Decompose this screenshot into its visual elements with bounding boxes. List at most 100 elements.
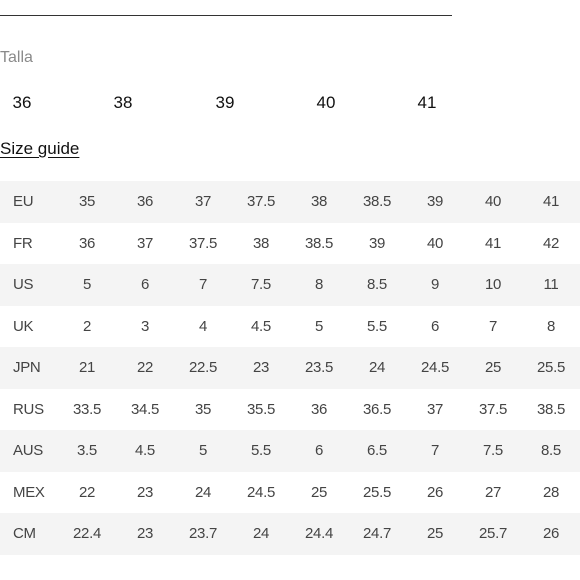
size-guide-link[interactable]: Size guide [0,139,80,158]
table-cell: 24 [252,525,270,543]
table-cell: 3 [140,317,150,335]
size-system-label: FR [13,234,33,252]
table-cell: 5.5 [251,442,271,460]
table-cell: 23.5 [305,359,333,377]
table-cell: 36 [136,193,154,211]
table-cell: 24.5 [247,483,275,501]
size-option-40[interactable]: 40 [316,93,336,112]
table-cell: 25 [310,483,328,501]
table-row: RUS 33.5 34.5 35 35.5 36 36.5 37 37.5 38.5 [0,388,580,430]
table-cell: 24 [194,483,212,501]
table-cell: 37 [136,234,154,252]
size-conversion-table: EU 35 36 37 37.5 38 38.5 39 40 41 FR 36 37 37.5 38 38.5… [0,181,580,555]
table-cell: 22.4 [73,525,101,543]
table-cell: 7 [198,276,208,294]
table-cell: 24.7 [363,525,391,543]
table-cell: 35 [194,400,212,418]
size-option-39[interactable]: 39 [215,93,235,112]
table-cell: 25.5 [363,483,391,501]
table-cell: 34.5 [131,400,159,418]
table-cell: 25.5 [537,359,565,377]
size-system-label: JPN [13,359,41,377]
table-cell: 26 [426,483,444,501]
table-cell: 7.5 [251,276,271,294]
top-divider [0,15,452,16]
table-cell: 37 [194,193,212,211]
table-row: AUS 3.5 4.5 5 5.5 6 6.5 7 7.5 8.5 [0,430,580,472]
table-row: JPN 21 22 22.5 23 23.5 24 24.5 25 25.5 [0,347,580,389]
size-system-label: AUS [13,442,43,460]
table-cell: 35 [78,193,96,211]
table-row: EU 35 36 37 37.5 38 38.5 39 40 41 [0,181,580,223]
table-cell: 27 [484,483,502,501]
table-cell: 36 [310,400,328,418]
size-system-label: EU [13,193,34,211]
table-cell: 5 [198,442,208,460]
table-cell: 22.5 [189,359,217,377]
size-system-label: CM [13,525,36,543]
table-cell: 22 [136,359,154,377]
table-row: US 5 6 7 7.5 8 8.5 9 10 11 [0,264,580,306]
table-cell: 38 [310,193,328,211]
table-cell: 37.5 [479,400,507,418]
table-cell: 6 [140,276,150,294]
table-cell: 6.5 [367,442,387,460]
table-cell: 11 [543,276,559,294]
table-cell: 7 [430,442,440,460]
table-row: UK 2 3 4 4.5 5 5.5 6 7 8 [0,305,580,347]
table-cell: 21 [78,359,96,377]
size-system-label: US [13,276,34,294]
table-cell: 6 [314,442,324,460]
table-cell: 8.5 [367,276,387,294]
table-cell: 9 [430,276,440,294]
table-cell: 23 [136,525,154,543]
table-cell: 37.5 [247,193,275,211]
table-cell: 33.5 [73,400,101,418]
size-system-label: UK [13,317,34,335]
table-cell: 4 [198,317,208,335]
table-cell: 23.7 [189,525,217,543]
size-option-38[interactable]: 38 [113,93,133,112]
table-cell: 24.4 [305,525,333,543]
table-cell: 39 [426,193,444,211]
table-cell: 37 [426,400,444,418]
size-system-label: RUS [13,400,44,418]
table-cell: 22 [78,483,96,501]
table-cell: 40 [484,193,502,211]
size-options: 36 38 39 40 41 [0,92,470,114]
table-cell: 35.5 [247,400,275,418]
table-cell: 7.5 [483,442,503,460]
table-cell: 24.5 [421,359,449,377]
table-cell: 39 [368,234,386,252]
table-cell: 38.5 [537,400,565,418]
table-cell: 36 [78,234,96,252]
table-row: MEX 22 23 24 24.5 25 25.5 26 27 28 [0,471,580,513]
table-cell: 38.5 [305,234,333,252]
table-cell: 4.5 [251,317,271,335]
table-row: FR 36 37 37.5 38 38.5 39 40 41 42 [0,222,580,264]
size-option-41[interactable]: 41 [417,93,437,112]
table-cell: 8.5 [541,442,561,460]
table-cell: 10 [484,276,502,294]
table-cell: 2 [82,317,92,335]
size-label: Talla [0,49,33,66]
table-cell: 38.5 [363,193,391,211]
table-cell: 36.5 [363,400,391,418]
table-cell: 28 [542,483,560,501]
table-cell: 37.5 [189,234,217,252]
table-cell: 24 [368,359,386,377]
table-cell: 5 [82,276,92,294]
table-cell: 26 [542,525,560,543]
table-cell: 8 [314,276,324,294]
table-cell: 40 [426,234,444,252]
table-cell: 25 [426,525,444,543]
table-cell: 23 [252,359,270,377]
table-cell: 5 [314,317,324,335]
table-cell: 25 [484,359,502,377]
table-cell: 42 [542,234,560,252]
table-cell: 38 [252,234,270,252]
table-cell: 6 [430,317,440,335]
size-option-36[interactable]: 36 [12,93,32,112]
table-cell: 41 [484,234,502,252]
